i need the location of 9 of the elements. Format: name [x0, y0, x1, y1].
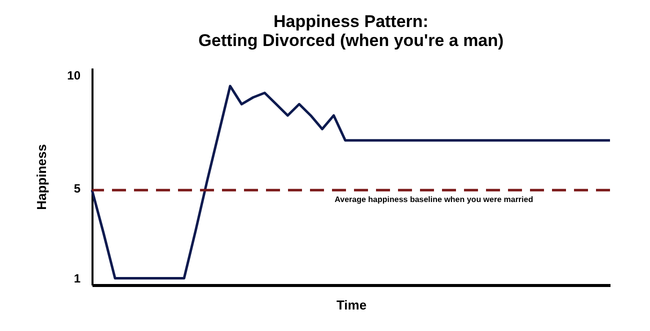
- y-axis-title: Happiness: [34, 144, 50, 210]
- y-tick-label: 1: [74, 272, 81, 286]
- x-axis-title: Time: [336, 298, 367, 312]
- text: Happiness Pattern:: [274, 12, 428, 31]
- y-tick-label: 10: [67, 68, 81, 82]
- ref-line-label: Average happiness baseline when you were married: [334, 195, 534, 204]
- y-tick-label: 5: [74, 181, 81, 196]
- line-series: [90, 84, 612, 280]
- text: Getting Divorced (when you're a man): [198, 31, 504, 50]
